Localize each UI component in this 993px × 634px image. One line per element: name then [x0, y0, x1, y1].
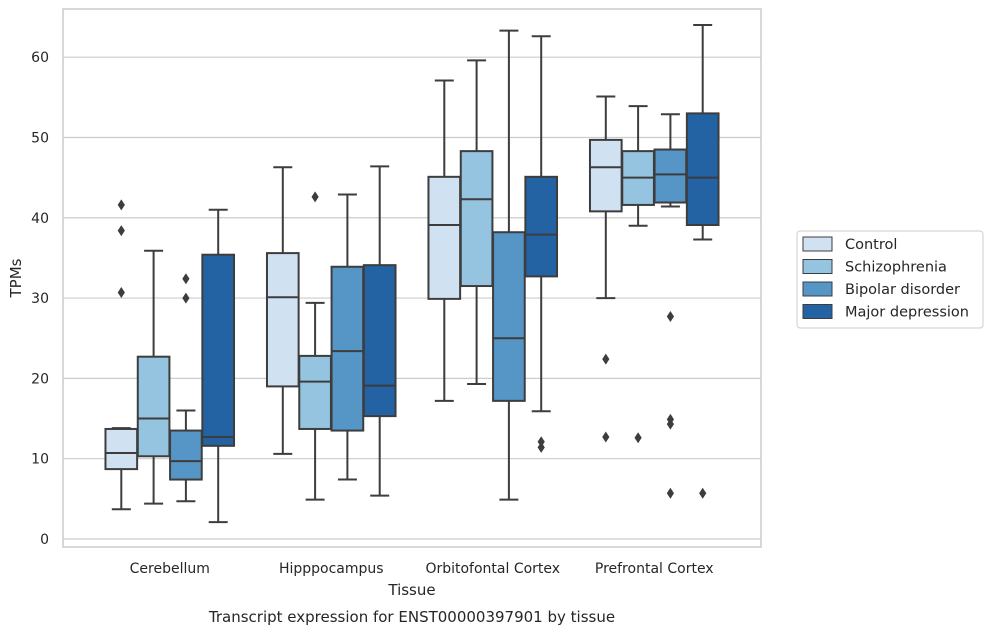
box-group [136, 249, 171, 505]
outlier-point [537, 441, 545, 453]
iqr-box [492, 231, 526, 402]
box-group [492, 29, 526, 501]
y-tick-label: 50 [31, 130, 49, 146]
iqr-box [265, 252, 300, 388]
outlier-point [602, 353, 610, 365]
outlier-point [602, 431, 610, 443]
legend: Control Schizophrenia Bipolar disorder Majo… [796, 230, 984, 329]
iqr-box [588, 138, 623, 213]
box-group [588, 95, 623, 443]
iqr-box [169, 429, 203, 481]
legend-swatch [802, 281, 833, 297]
legend-swatch [802, 304, 833, 319]
box-group [427, 79, 462, 402]
iqr-box [685, 112, 720, 227]
outlier-point [311, 191, 319, 203]
outlier-point [699, 487, 707, 499]
box-group [169, 273, 203, 503]
box-group [459, 59, 494, 385]
iqr-box [524, 175, 559, 278]
box-group [524, 35, 559, 453]
y-axis-label: TPMs [7, 258, 25, 298]
outlier-point [666, 311, 674, 323]
legend-label: Major depression [845, 305, 969, 321]
iqr-box [459, 150, 494, 288]
iqr-box [104, 427, 139, 471]
box-group [653, 113, 688, 499]
outlier-point [117, 286, 125, 298]
outlier-point [182, 273, 190, 285]
box-group [330, 193, 365, 481]
x-tick-labels: Cerebellum Hipppocampus Orbitofontal Corte… [130, 561, 714, 577]
legend-label: Control [845, 237, 897, 253]
iqr-box [653, 148, 688, 204]
y-tick-label: 60 [31, 50, 49, 66]
x-tick-label: Hipppocampus [279, 561, 384, 577]
x-tick-label: Cerebellum [130, 561, 210, 577]
outlier-point [666, 413, 674, 425]
y-tick-label: 10 [31, 452, 49, 468]
y-tick-label: 0 [40, 532, 49, 548]
legend-label: Bipolar disorder [845, 282, 960, 298]
legend-swatch [802, 259, 833, 274]
outlier-point [182, 292, 190, 304]
iqr-box [298, 354, 332, 430]
legend-frame [796, 230, 984, 329]
y-tick-label: 20 [31, 371, 49, 387]
box-group [362, 165, 397, 497]
iqr-box [362, 264, 397, 418]
iqr-box [330, 265, 365, 432]
plot-area [62, 8, 762, 548]
iqr-box [136, 355, 171, 458]
box-group [104, 199, 139, 511]
legend-swatch [802, 236, 833, 252]
y-tick-label: 30 [31, 291, 49, 307]
box-group [265, 166, 300, 455]
outlier-point [117, 199, 125, 211]
iqr-box [201, 253, 236, 447]
box-group [201, 208, 236, 524]
box-group [685, 24, 720, 499]
outlier-point [634, 432, 642, 444]
legend-label: Schizophrenia [845, 260, 947, 276]
outlier-point [666, 487, 674, 499]
y-tick-label: 40 [31, 211, 49, 227]
outlier-point [537, 436, 545, 448]
x-tick-label: Prefrontal Cortex [595, 561, 714, 577]
boxes [104, 24, 720, 524]
box-group [621, 105, 655, 444]
iqr-box [427, 175, 462, 300]
chart-caption: Transcript expression for ENST0000039790… [208, 608, 615, 626]
x-axis-label: Tissue [387, 581, 435, 599]
x-tick-label: Orbitofontal Cortex [425, 561, 560, 577]
y-tick-labels: 0 10 20 30 40 50 60 [31, 50, 49, 548]
outlier-point [117, 225, 125, 237]
